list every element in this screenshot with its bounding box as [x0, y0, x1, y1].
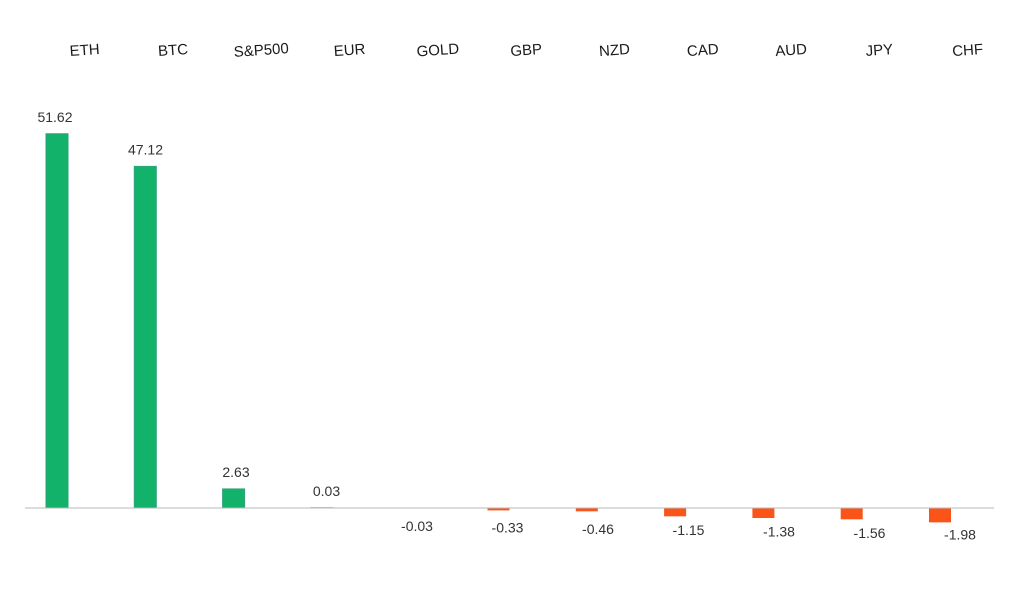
value-label-gold: -0.03 [401, 518, 433, 534]
category-label-gold: GOLD [416, 41, 460, 61]
bar-eth [45, 133, 69, 509]
value-label-eth: 51.62 [37, 109, 72, 125]
bars [45, 133, 951, 523]
bar-gbp [487, 508, 510, 511]
bar-jpy [840, 508, 863, 520]
category-label-nzd: NZD [599, 41, 631, 60]
value-label-btc: 47.12 [128, 141, 163, 157]
category-label-chf: CHF [952, 41, 984, 60]
category-label-gbp: GBP [510, 41, 543, 60]
category-label-eth: ETH [69, 41, 100, 60]
value-label-s-p500: 2.63 [222, 464, 249, 480]
value-label-gbp: -0.33 [492, 519, 524, 535]
bar-aud [752, 508, 775, 519]
value-label-eur: 0.03 [313, 483, 340, 499]
bar-cad [664, 508, 687, 517]
value-label-nzd: -0.46 [582, 521, 614, 537]
category-label-aud: AUD [775, 41, 808, 60]
value-label-jpy: -1.56 [854, 525, 886, 541]
bar-s-p500 [222, 488, 246, 509]
bar-btc [133, 165, 157, 509]
category-label-jpy: JPY [865, 41, 894, 60]
category-label-btc: BTC [157, 41, 188, 60]
category-label-s-p500: S&P500 [233, 40, 289, 61]
value-label-aud: -1.38 [763, 524, 795, 540]
value-labels: 51.62 47.12 2.63 0.03 -0.03 -0.33 -0.46 -1.15 -1… [37, 109, 976, 543]
value-label-chf: -1.98 [944, 526, 976, 542]
category-labels: ETH BTC S&P500 EUR GOLD GBP NZD CAD AUD JPY CHF [69, 40, 984, 61]
value-label-cad: -1.15 [673, 522, 705, 538]
category-label-eur: EUR [333, 41, 366, 60]
bar-nzd [575, 508, 598, 512]
bar-chf [929, 508, 951, 523]
category-label-cad: CAD [686, 41, 719, 60]
